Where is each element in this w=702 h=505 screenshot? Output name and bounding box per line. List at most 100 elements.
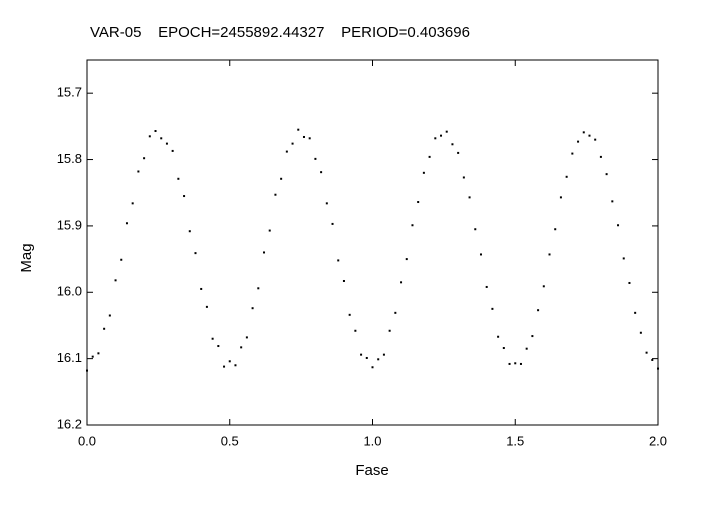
data-point <box>582 131 585 134</box>
x-tick-label: 2.0 <box>649 433 667 448</box>
data-point <box>331 222 334 225</box>
data-point <box>394 311 397 314</box>
data-point <box>485 285 488 288</box>
data-point <box>114 279 117 282</box>
data-point <box>657 367 659 370</box>
data-point <box>565 175 568 178</box>
data-point <box>103 327 106 330</box>
data-point <box>143 157 146 160</box>
data-point <box>131 202 134 205</box>
data-point <box>554 228 557 231</box>
data-point <box>280 177 283 180</box>
data-point <box>559 196 562 199</box>
data-point <box>291 142 294 145</box>
data-point <box>462 176 465 179</box>
data-point <box>360 353 363 356</box>
data-point <box>240 346 243 349</box>
data-point <box>519 362 522 365</box>
data-point <box>177 177 180 180</box>
data-point <box>525 347 528 350</box>
data-point <box>617 224 620 227</box>
data-point <box>605 173 608 176</box>
data-point <box>160 137 163 140</box>
data-point <box>491 307 494 310</box>
data-point <box>325 202 328 205</box>
data-point <box>508 362 511 365</box>
y-axis-label: Mag <box>18 243 35 272</box>
data-point <box>628 281 631 284</box>
data-point <box>97 352 100 355</box>
data-point <box>257 287 260 290</box>
data-point <box>497 335 500 338</box>
data-point <box>388 329 391 332</box>
chart-title: VAR-05 EPOCH=2455892.44327 PERIOD=0.4036… <box>90 24 470 41</box>
data-point <box>577 140 580 143</box>
x-tick-label: 0.0 <box>78 433 96 448</box>
data-point <box>223 365 226 368</box>
data-point <box>548 253 551 256</box>
data-point <box>200 287 203 290</box>
data-point <box>468 196 471 199</box>
data-point <box>411 224 414 227</box>
x-tick-label: 1.5 <box>506 433 524 448</box>
data-point <box>611 200 614 203</box>
data-point <box>108 314 111 317</box>
data-point <box>371 366 374 369</box>
data-point <box>417 201 420 204</box>
y-tick-label: 15.9 <box>57 217 82 232</box>
data-point <box>479 253 482 256</box>
data-point <box>194 252 197 255</box>
data-point <box>251 307 254 310</box>
data-point <box>639 331 642 334</box>
data-point <box>594 138 597 141</box>
data-point <box>354 329 357 332</box>
data-point <box>502 347 505 350</box>
y-tick-label: 15.8 <box>57 151 82 166</box>
data-point <box>422 171 425 174</box>
x-tick-label: 1.0 <box>363 433 381 448</box>
data-point <box>274 193 277 196</box>
data-point <box>400 281 403 284</box>
x-axis-label: Fase <box>355 462 388 479</box>
data-point <box>165 142 168 145</box>
data-point <box>308 137 311 140</box>
data-point <box>268 229 271 232</box>
y-tick-label: 16.1 <box>57 350 82 365</box>
data-point <box>188 230 191 233</box>
data-point <box>320 171 323 174</box>
data-point <box>120 258 123 261</box>
data-point <box>474 228 477 231</box>
x-tick-label: 0.5 <box>221 433 239 448</box>
data-point <box>645 351 648 354</box>
data-point <box>183 195 186 198</box>
y-tick-label: 16.2 <box>57 416 82 431</box>
data-point <box>211 337 214 340</box>
data-point <box>302 135 305 138</box>
data-point <box>537 309 540 312</box>
data-point <box>634 311 637 314</box>
y-tick-label: 16.0 <box>57 284 82 299</box>
data-point <box>622 257 625 260</box>
data-point <box>263 251 266 254</box>
data-point <box>571 152 574 155</box>
data-point <box>228 360 231 363</box>
data-point <box>428 155 431 158</box>
data-point <box>285 150 288 153</box>
data-point <box>342 279 345 282</box>
data-point <box>365 356 368 359</box>
data-point <box>514 362 517 365</box>
data-point <box>154 130 157 133</box>
data-point <box>245 336 248 339</box>
y-tick-label: 15.7 <box>57 85 82 100</box>
data-point <box>377 358 380 361</box>
data-point <box>137 170 140 173</box>
data-point <box>457 151 460 154</box>
data-point <box>348 313 351 316</box>
data-point <box>445 130 448 133</box>
data-point <box>125 222 128 225</box>
data-point <box>451 143 454 146</box>
data-point <box>542 285 545 288</box>
data-point <box>217 345 220 348</box>
data-point <box>148 135 151 138</box>
